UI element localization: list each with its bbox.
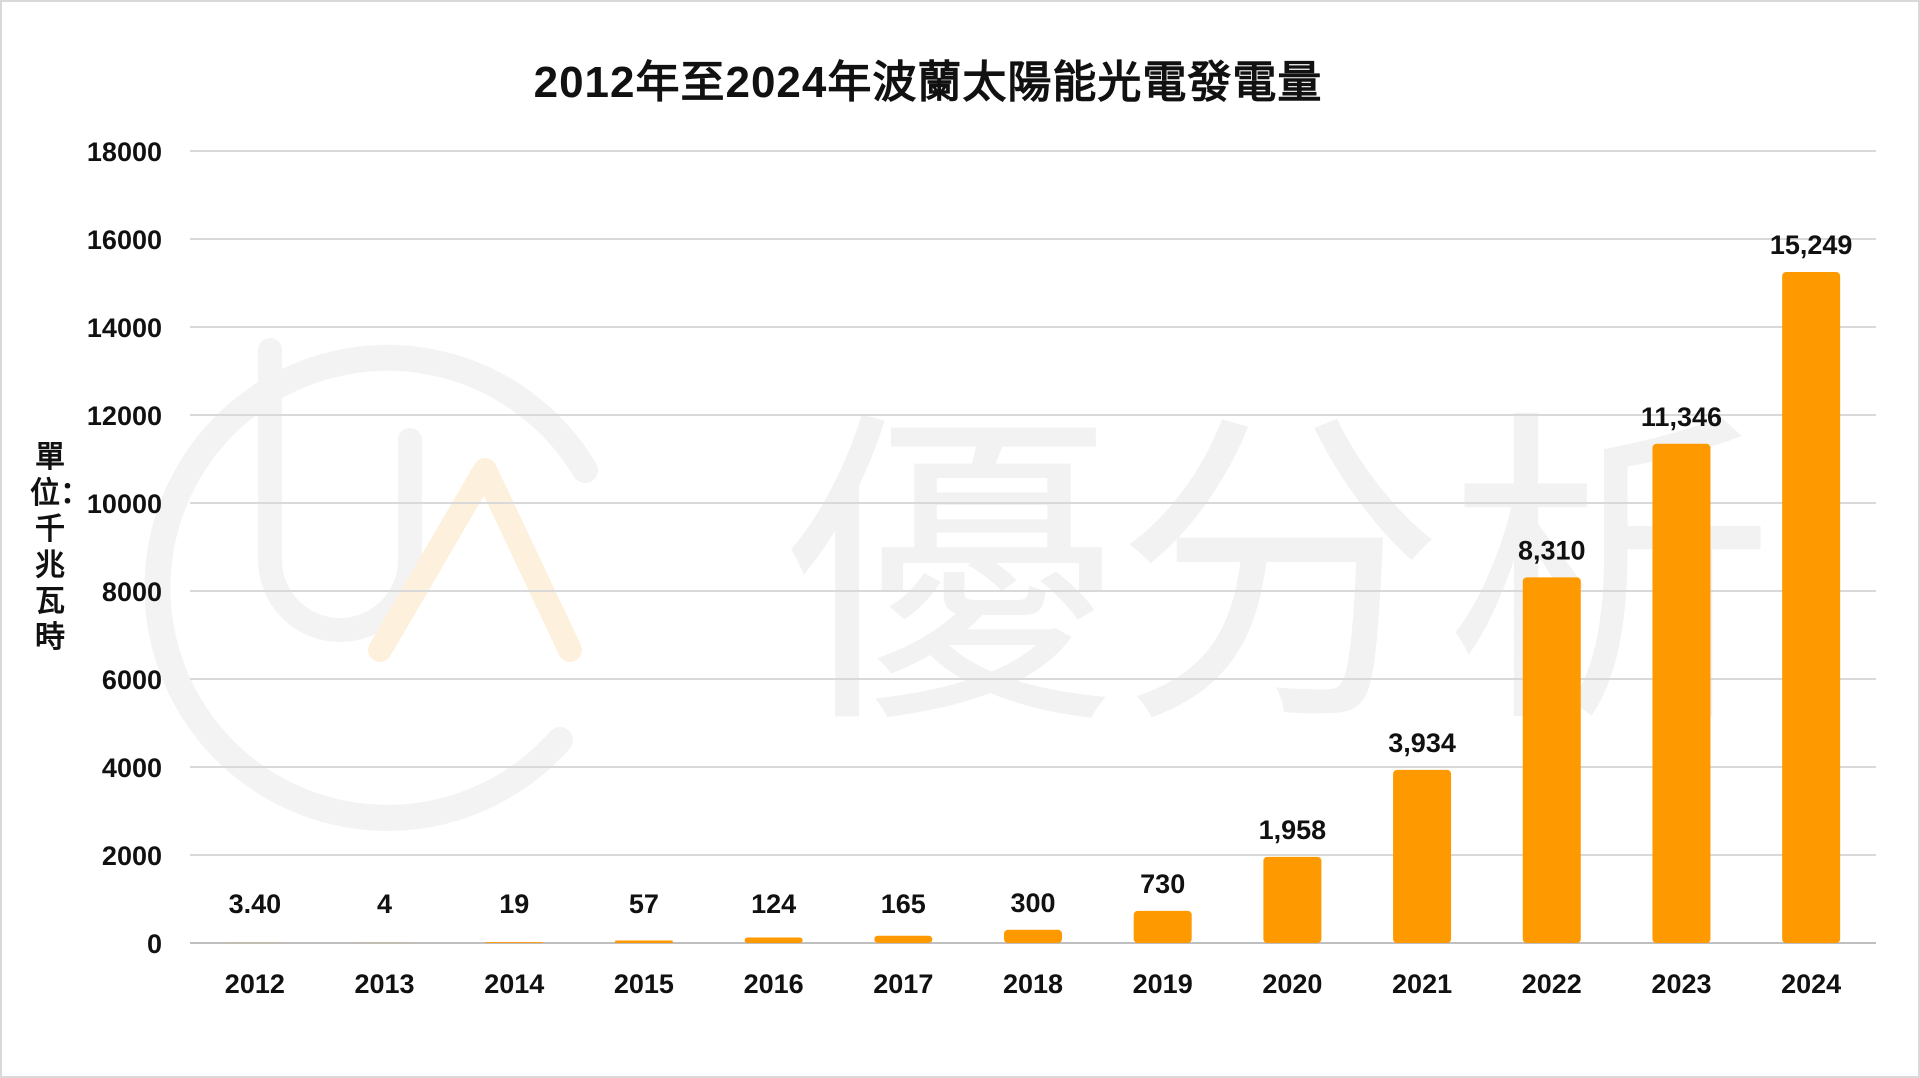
data-label: 165: [881, 889, 926, 919]
x-tick-label: 2013: [354, 969, 414, 999]
data-label: 19: [499, 889, 529, 919]
y-tick-label: 12000: [87, 401, 162, 431]
data-label: 15,249: [1770, 230, 1853, 260]
y-tick-label: 2000: [102, 841, 162, 871]
data-label: 1,958: [1259, 815, 1327, 845]
x-tick-label: 2017: [873, 969, 933, 999]
bar: [1133, 910, 1192, 943]
watermark: 優分析: [144, 338, 1775, 831]
y-tick-label: 18000: [87, 137, 162, 167]
bar: [1782, 272, 1841, 943]
x-tick-label: 2012: [225, 969, 285, 999]
y-tick-label: 6000: [102, 665, 162, 695]
y-tick-label: 10000: [87, 489, 162, 519]
bar: [1004, 929, 1062, 943]
x-tick-label: 2016: [744, 969, 804, 999]
x-tick-label: 2024: [1781, 969, 1841, 999]
y-tick-label: 16000: [87, 225, 162, 255]
watermark-logo: [144, 338, 598, 831]
data-label: 8,310: [1518, 535, 1586, 565]
bar: [874, 935, 933, 943]
x-tick-label: 2020: [1262, 969, 1322, 999]
data-label: 11,346: [1641, 402, 1722, 432]
x-tick-label: 2022: [1522, 969, 1582, 999]
y-axis-label: 單位：千兆瓦時: [30, 441, 90, 654]
y-tick-label: 4000: [102, 753, 162, 783]
bars: [225, 272, 1841, 943]
x-tick-label: 2014: [484, 969, 544, 999]
data-label: 730: [1140, 869, 1185, 899]
axis-ticks: 0 2000 4000 6000 8000 10000 12000 14000 16000 180…: [87, 137, 1841, 999]
watermark-text: 優分析: [785, 384, 1775, 768]
y-tick-label: 14000: [87, 313, 162, 343]
bar: [485, 942, 544, 943]
y-tick-label: 8000: [102, 577, 162, 607]
bar: [1263, 856, 1322, 943]
x-tick-label: 2019: [1133, 969, 1193, 999]
x-tick-label: 2023: [1651, 969, 1711, 999]
x-tick-label: 2018: [1003, 969, 1063, 999]
grid-lines: [190, 150, 1876, 944]
x-tick-label: 2015: [614, 969, 674, 999]
x-tick-label: 2021: [1392, 969, 1452, 999]
data-labels: 3.40 4 19 57 124 165 300 730 1,958 3,934 8,310 11,3…: [229, 230, 1853, 919]
chart-title: 2012年至2024年波蘭太陽能光電發電量: [533, 58, 1323, 107]
data-label: 300: [1010, 888, 1055, 918]
data-label: 3,934: [1388, 728, 1456, 758]
data-label: 3.40: [229, 889, 282, 919]
bar: [1652, 443, 1711, 943]
bar: [744, 937, 803, 943]
bar: [1393, 769, 1452, 943]
data-label: 124: [751, 889, 796, 919]
bar: [1522, 577, 1581, 943]
data-label: 4: [377, 889, 392, 919]
data-label: 57: [629, 889, 659, 919]
bar: [614, 940, 673, 943]
y-tick-label: 0: [147, 929, 162, 959]
